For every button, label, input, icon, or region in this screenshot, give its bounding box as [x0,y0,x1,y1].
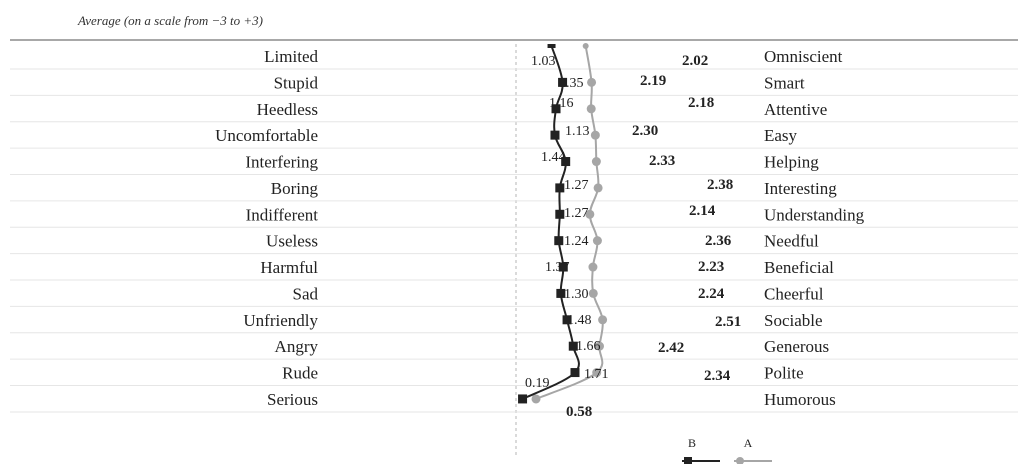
right-category-label: Omniscient [764,47,843,66]
value-label-A: 2.38 [707,177,733,193]
right-category-label: Beneficial [764,258,834,277]
right-category-label: Sociable [764,311,823,330]
data-point-A [598,315,608,325]
legend-label-A: A [744,436,753,450]
right-category-label: Helping [764,153,819,172]
data-point-A [585,209,595,219]
value-label-A: 2.51 [715,314,741,330]
legend-label-B: B [688,436,696,450]
left-category-label: Harmful [260,258,318,277]
data-point-A [582,43,589,49]
data-point-A [531,394,541,404]
data-point-A [591,157,601,167]
data-point-B [547,44,556,48]
value-label-A: 2.42 [658,340,684,356]
value-label-A: 2.24 [698,286,725,302]
left-category-label: Boring [271,179,319,198]
data-point-B [551,104,561,114]
data-point-B [558,77,568,87]
data-point-B [561,157,571,167]
value-label-A: 2.14 [689,203,716,219]
right-category-label: Generous [764,337,829,356]
row-separators [10,68,1018,413]
value-label-B: 0.19 [525,376,550,391]
right-category-label: Understanding [764,205,865,224]
right-labels: Omniscient Smart Attentive Easy Helping Inter… [764,47,865,409]
data-point-B [554,236,564,246]
value-label-A: 2.18 [688,95,714,111]
value-label-A: 0.58 [566,404,592,420]
left-category-label: Sad [293,284,319,303]
data-point-B [570,368,580,378]
value-label-A: 2.02 [682,53,708,69]
value-label-A: 2.33 [649,153,675,169]
data-point-B [555,183,565,193]
right-category-label: Attentive [764,100,827,119]
right-category-label: Humorous [764,390,836,409]
series-layer: 1.031.35 1.16 1.13 1.44 1.27 1.27 1.24 1.37 1.30… [518,43,741,420]
value-labels: 1.031.35 1.16 1.13 1.44 1.27 1.27 1.24 1.37 1.30… [525,53,741,420]
value-label-A: 2.23 [698,259,724,275]
right-category-label: Needful [764,232,819,251]
series-B [518,44,580,404]
right-category-label: Easy [764,126,798,145]
legend-marker-B [684,457,692,464]
left-category-label: Limited [264,47,318,66]
value-label-A: 2.34 [704,368,731,384]
value-label-B: 1.66 [576,339,601,354]
left-category-label: Heedless [257,100,318,119]
value-label-B: 1.48 [567,313,592,328]
data-point-B [556,288,566,298]
value-label-B: 1.03 [531,54,556,69]
right-category-label: Smart [764,73,805,92]
data-point-A [592,236,602,246]
data-point-A [594,341,604,351]
value-label-B: 1.44 [541,150,566,165]
data-point-A [593,183,603,193]
left-category-label: Indifferent [246,205,319,224]
left-category-label: Angry [275,337,319,356]
left-category-label: Uncomfortable [215,126,318,145]
value-label-B: 1.16 [549,96,574,111]
value-label-B: 1.30 [564,287,589,302]
data-point-A [590,130,600,140]
value-label-B: 1.27 [564,178,589,193]
left-category-label: Stupid [274,73,319,92]
right-category-label: Cheerful [764,284,824,303]
data-point-A [586,104,596,114]
data-point-B [550,130,560,140]
chart-subtitle: Average (on a scale from −3 to +3) [77,13,263,28]
value-label-A: 2.30 [632,123,658,139]
value-label-B: 1.35 [559,76,584,91]
data-point-B [568,341,578,351]
value-label-B: 1.37 [545,260,570,275]
value-label-A: 2.36 [705,233,732,249]
data-point-A [592,368,602,378]
data-point-B [518,394,528,404]
data-point-B [555,209,565,219]
left-category-label: Unfriendly [243,311,318,330]
value-label-B: 1.71 [584,367,609,382]
legend-marker-A [736,457,744,464]
value-label-B: 1.13 [565,124,590,139]
right-category-label: Interesting [764,179,837,198]
right-category-label: Polite [764,364,804,383]
data-point-A [588,262,598,272]
value-label-B: 1.27 [564,206,589,221]
left-category-label: Rude [282,364,318,383]
left-category-label: Useless [266,232,318,251]
value-label-B: 1.24 [564,234,589,249]
data-point-B [562,315,572,325]
value-label-A: 2.19 [640,73,666,89]
series-A [531,43,608,404]
data-point-A [588,288,598,298]
left-labels: Limited Stupid Heedless Uncomfortable Interf… [215,47,318,409]
data-point-B [558,262,568,272]
data-point-A [587,77,597,87]
left-category-label: Interfering [245,153,318,172]
left-category-label: Serious [267,390,318,409]
